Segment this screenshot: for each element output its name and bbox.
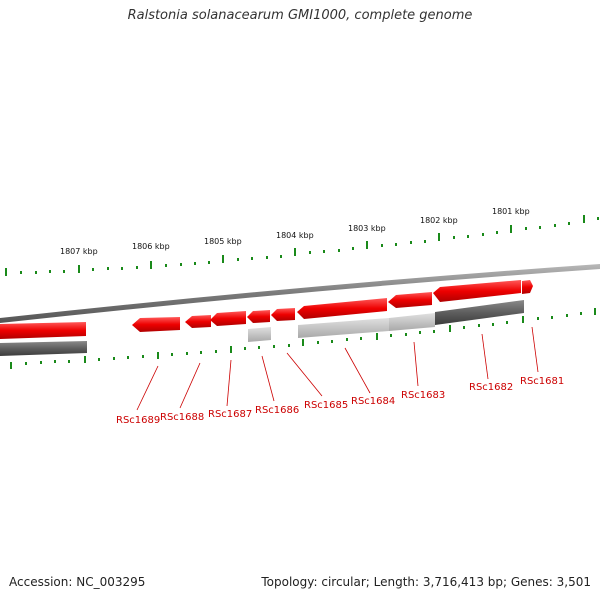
gene-label-RSc1682: RSc1682 [469,382,513,393]
kbp-label-1802: 1802 kbp [420,216,458,225]
gene-label-RSc1689: RSc1689 [116,415,160,426]
gene-label-RSc1688: RSc1688 [160,412,204,423]
kbp-label-1803: 1803 kbp [348,224,386,233]
kbp-label-1801: 1801 kbp [492,207,530,216]
gene-RSc1689-arrow [0,322,86,339]
gene-label-RSc1685: RSc1685 [304,400,348,411]
gene-label-RSc1686: RSc1686 [255,405,299,416]
gene-RSc1682-arrow [388,292,432,308]
gene-feature-grey [0,341,87,356]
gene-feature-grey [435,300,524,325]
upper-tick-row [5,215,599,276]
gene-feature-grey [389,313,435,331]
gene-arrow-small [522,280,533,294]
kbp-label-1805: 1805 kbp [204,237,242,246]
gene-label-RSc1687: RSc1687 [208,409,252,420]
gene-feature-grey [248,327,271,342]
kbp-label-1804: 1804 kbp [276,231,314,240]
topology-text: Topology: circular; Length: 3,716,413 bp… [261,575,591,589]
gene-RSc1684-arrow [271,308,295,321]
kbp-label-1807: 1807 kbp [60,247,98,256]
kbp-label-1806: 1806 kbp [132,242,170,251]
gene-leader-lines [137,327,538,410]
gene-RSc1681-arrow [433,280,521,302]
gene-RSc1688-arrow [132,317,180,332]
gene-label-RSc1683: RSc1683 [401,390,445,401]
gene-RSc1683-arrow [297,298,387,319]
accession-text: Accession: NC_003295 [9,575,145,589]
gene-feature-grey [298,318,389,338]
gene-RSc1687-arrow [185,315,211,328]
gene-label-RSc1684: RSc1684 [351,396,395,407]
gene-RSc1686-arrow [210,311,246,326]
gene-RSc1685-arrow [247,310,270,323]
gene-label-RSc1681: RSc1681 [520,376,564,387]
